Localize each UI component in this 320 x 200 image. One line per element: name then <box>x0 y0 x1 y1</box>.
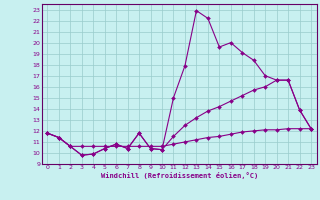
X-axis label: Windchill (Refroidissement éolien,°C): Windchill (Refroidissement éolien,°C) <box>100 172 258 179</box>
